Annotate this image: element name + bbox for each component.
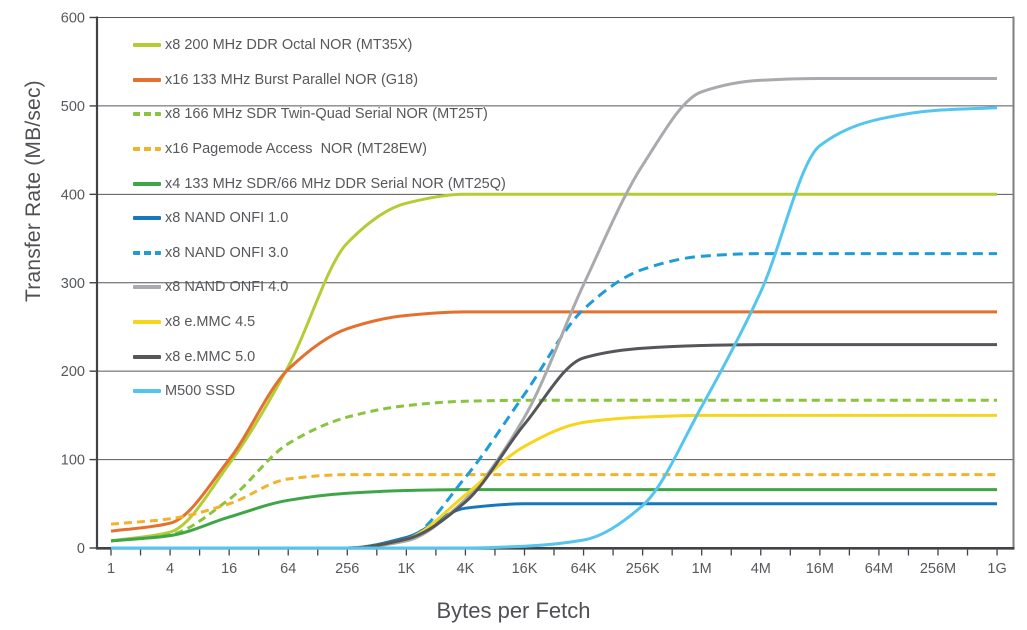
x-tick-label-64M: 64M	[865, 561, 893, 577]
series-curve-x8-166-mhz-sdr-twin-quad-serial-nor-mt25t	[110, 398, 997, 543]
y-tick-label-400: 400	[61, 187, 85, 203]
legend-swatch-x8-nand-onfi-3-0	[133, 250, 161, 255]
x-tick-label-64: 64	[280, 561, 296, 577]
series-curve-x8-nand-onfi-3-0	[110, 252, 997, 550]
legend-swatch-x8-nand-onfi-4-0	[133, 285, 161, 290]
y-tick-label-100: 100	[61, 453, 85, 469]
y-tick-label-500: 500	[61, 99, 85, 115]
x-tick-label-1: 1	[107, 561, 115, 577]
legend-label: x8 200 MHz DDR Octal NOR (MT35X)	[165, 37, 413, 54]
legend-swatch-x16-133-mhz-burst-parallel-nor-g18	[133, 77, 161, 82]
legend-label: x4 133 MHz SDR/66 MHz DDR Serial NOR (MT…	[165, 175, 506, 192]
y-tick-label-300: 300	[61, 276, 85, 292]
legend-label: M500 SSD	[165, 383, 236, 400]
legend-item-x8-e-mmc-4-5: x8 e.MMC 4.5	[133, 305, 506, 340]
legend-item-x16-133-mhz-burst-parallel-nor-g18: x16 133 MHz Burst Parallel NOR (G18)	[133, 63, 506, 98]
x-tick-label-4K: 4K	[457, 561, 475, 577]
x-tick-label-4: 4	[166, 561, 174, 577]
legend-swatch-x8-200-mhz-ddr-octal-nor-mt35x	[133, 43, 161, 48]
legend-swatch-x8-166-mhz-sdr-twin-quad-serial-nor-mt25t	[133, 112, 161, 117]
x-tick-label-1K: 1K	[397, 561, 415, 577]
series-curve-x16-pagemode-access-nor-mt28ew	[110, 473, 997, 526]
series-curve-x4-133-mhz-sdr-66-mhz-ddr-serial-nor-mt25q	[110, 488, 997, 543]
x-axis-title: Bytes per Fetch	[436, 598, 591, 623]
y-axis-title: Transfer Rate (MB/sec)	[22, 80, 45, 302]
legend-item-x8-166-mhz-sdr-twin-quad-serial-nor-mt25t: x8 166 MHz SDR Twin-Quad Serial NOR (MT2…	[133, 97, 506, 132]
legend-label: x8 NAND ONFI 3.0	[165, 244, 289, 261]
x-tick-label-4M: 4M	[751, 561, 771, 577]
legend-item-x4-133-mhz-sdr-66-mhz-ddr-serial-nor-mt25q: x4 133 MHz SDR/66 MHz DDR Serial NOR (MT…	[133, 166, 506, 201]
legend-label: x8 166 MHz SDR Twin-Quad Serial NOR (MT2…	[165, 106, 488, 123]
legend-swatch-x8-e-mmc-4-5	[133, 320, 161, 325]
x-tick-label-16: 16	[221, 561, 237, 577]
y-tick-label-600: 600	[61, 11, 85, 27]
legend-item-x8-e-mmc-5-0: x8 e.MMC 5.0	[133, 339, 506, 374]
legend-swatch-x16-pagemode-access-nor-mt28ew	[133, 147, 161, 152]
legend: x8 200 MHz DDR Octal NOR (MT35X) x16 133 …	[133, 28, 506, 409]
series-curve-x8-nand-onfi-1-0	[110, 502, 997, 550]
legend-swatch-m500-ssd	[133, 389, 161, 394]
legend-item-x8-nand-onfi-3-0: x8 NAND ONFI 3.0	[133, 236, 506, 271]
legend-label: x8 NAND ONFI 1.0	[165, 210, 289, 227]
x-tick-label-64K: 64K	[571, 561, 597, 577]
y-tick-label-200: 200	[61, 364, 85, 380]
x-tick-label-16M: 16M	[806, 561, 834, 577]
x-tick-label-256: 256	[335, 561, 359, 577]
legend-item-m500-ssd: M500 SSD	[133, 374, 506, 409]
x-tick-label-1M: 1M	[692, 561, 712, 577]
legend-swatch-x8-nand-onfi-1-0	[133, 216, 161, 221]
series-curve-x8-200-mhz-ddr-octal-nor-mt35x	[110, 192, 997, 543]
x-tick-label-1G: 1G	[987, 561, 1006, 577]
x-tick-label-256K: 256K	[626, 561, 660, 577]
series-curve-m500-ssd	[110, 106, 998, 550]
legend-label: x16 Pagemode Access NOR (MT28EW)	[165, 141, 427, 158]
legend-label: x16 133 MHz Burst Parallel NOR (G18)	[165, 71, 419, 88]
legend-item-x8-200-mhz-ddr-octal-nor-mt35x: x8 200 MHz DDR Octal NOR (MT35X)	[133, 28, 506, 63]
legend-item-x8-nand-onfi-1-0: x8 NAND ONFI 1.0	[133, 201, 506, 236]
legend-item-x8-nand-onfi-4-0: x8 NAND ONFI 4.0	[133, 270, 506, 305]
y-tick-label-0: 0	[77, 541, 85, 557]
legend-swatch-x8-e-mmc-5-0	[133, 354, 161, 359]
legend-label: x8 e.MMC 4.5	[165, 314, 256, 331]
legend-swatch-x4-133-mhz-sdr-66-mhz-ddr-serial-nor-mt25q	[133, 181, 161, 186]
legend-label: x8 e.MMC 5.0	[165, 348, 256, 365]
x-tick-label-16K: 16K	[512, 561, 538, 577]
legend-label: x8 NAND ONFI 4.0	[165, 279, 289, 296]
series-curve-x16-133-mhz-burst-parallel-nor-g18	[110, 310, 997, 533]
x-tick-label-256M: 256M	[920, 561, 956, 577]
legend-item-x16-pagemode-access-nor-mt28ew: x16 Pagemode Access NOR (MT28EW)	[133, 132, 506, 167]
